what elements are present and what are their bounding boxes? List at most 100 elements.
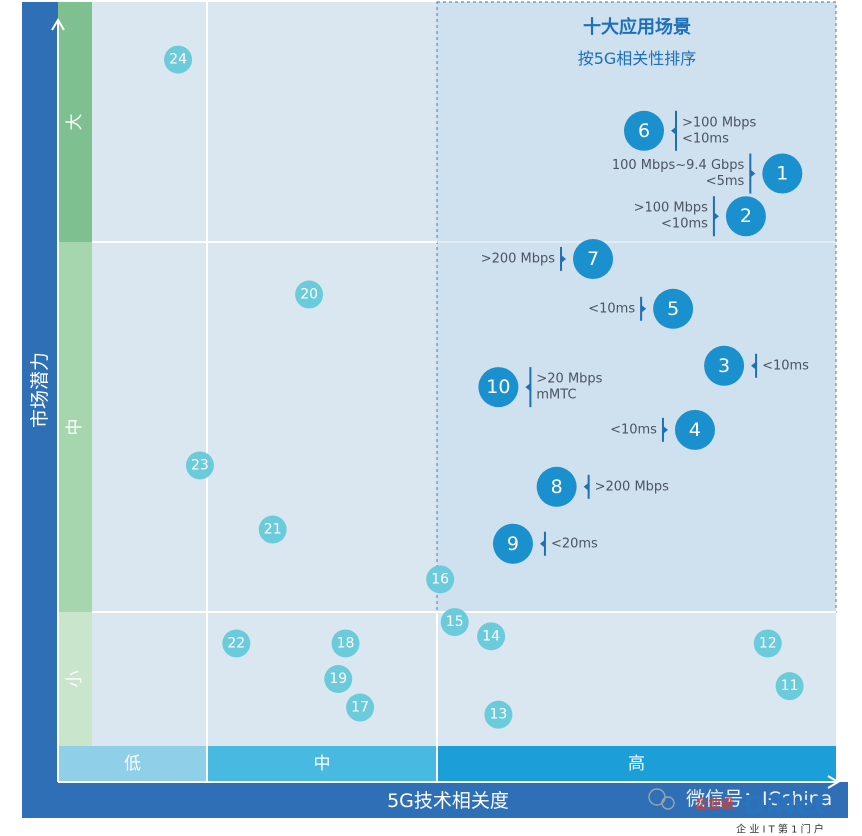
note-text: >200 Mbps xyxy=(595,479,670,494)
point-label-13: 13 xyxy=(489,707,507,723)
top-point-2 xyxy=(725,196,766,237)
point-24 xyxy=(164,45,193,74)
wechat-icon xyxy=(661,796,675,810)
note-text: mMTC xyxy=(536,388,576,403)
top-point-4 xyxy=(674,409,715,450)
point-13 xyxy=(484,700,513,729)
note-text: <10ms xyxy=(588,301,635,316)
point-11 xyxy=(775,672,804,701)
top-point-7 xyxy=(573,238,614,279)
note-pointer xyxy=(583,482,589,491)
logo-tagline: 企 业 I T 第 1 门 户 xyxy=(736,823,824,836)
note-pointer xyxy=(539,539,545,548)
note-pointer xyxy=(751,361,757,370)
top-point-9 xyxy=(492,523,533,564)
note-pointer xyxy=(713,212,719,221)
note-text: <10ms xyxy=(610,422,657,437)
point-23 xyxy=(185,451,214,480)
y-level-bar xyxy=(58,242,92,612)
y-level-bar xyxy=(58,2,92,242)
top-point-label-1: 1 xyxy=(776,163,788,185)
note-text: >100 Mbps xyxy=(682,115,757,130)
point-14 xyxy=(477,622,506,651)
x-axis-title: 5G技术相关度 xyxy=(387,790,509,812)
top-point-3 xyxy=(704,345,745,386)
top-point-label-4: 4 xyxy=(689,419,701,441)
top-ten-region xyxy=(436,1,837,613)
point-label-12: 12 xyxy=(759,635,777,651)
x-axis-arrow xyxy=(827,775,840,789)
y-axis-arrow xyxy=(51,18,65,31)
top-point-10 xyxy=(478,367,519,408)
top-point-6 xyxy=(624,110,664,151)
point-label-19: 19 xyxy=(329,671,347,687)
note-pointer xyxy=(641,304,647,313)
point-label-15: 15 xyxy=(446,614,464,630)
top-point-label-9: 9 xyxy=(507,533,519,555)
chart-title: 十大应用场景 xyxy=(583,16,691,38)
x-axis-band xyxy=(22,782,848,818)
logo-cn: 企业级 xyxy=(694,796,735,812)
x-level-bar xyxy=(437,746,836,782)
y-level-label: 中 xyxy=(65,419,85,436)
top-point-label-8: 8 xyxy=(551,476,563,498)
point-label-16: 16 xyxy=(431,571,449,587)
note-pointer xyxy=(750,169,756,178)
y-axis-title: 市场潜力 xyxy=(29,352,51,428)
note-text: 100 Mbps~9.4 Gbps xyxy=(612,158,745,173)
note-text: >200 Mbps xyxy=(481,251,556,266)
note-text: <20ms xyxy=(551,536,598,551)
y-level-label: 大 xyxy=(65,114,85,131)
note-pointer xyxy=(525,383,531,392)
wechat-icon xyxy=(648,788,666,806)
point-label-14: 14 xyxy=(482,628,500,644)
dinet-logo: DiNet xyxy=(744,791,826,821)
point-12 xyxy=(753,629,782,658)
x-level-bar xyxy=(58,746,207,782)
top-point-label-7: 7 xyxy=(587,248,599,270)
top-point-label-6: 6 xyxy=(638,120,650,142)
x-level-label: 低 xyxy=(124,754,141,774)
point-label-22: 22 xyxy=(227,635,245,651)
point-label-18: 18 xyxy=(337,635,355,651)
point-15 xyxy=(440,608,469,637)
note-text: <10ms xyxy=(762,358,809,373)
point-20 xyxy=(295,280,324,309)
note-pointer xyxy=(671,126,676,135)
top-point-label-3: 3 xyxy=(718,355,730,377)
point-label-20: 20 xyxy=(300,287,318,303)
note-text: >100 Mbps xyxy=(634,201,709,216)
point-19 xyxy=(324,665,353,694)
wechat-watermark: 微信号：ICchina xyxy=(686,788,832,810)
y-level-bar xyxy=(58,612,92,746)
point-label-23: 23 xyxy=(191,457,209,473)
note-text: >20 Mbps xyxy=(536,372,602,387)
point-16 xyxy=(426,565,455,594)
point-label-11: 11 xyxy=(781,678,799,694)
point-label-21: 21 xyxy=(264,522,282,538)
top-point-label-5: 5 xyxy=(667,298,679,320)
top-point-1 xyxy=(762,153,803,194)
x-level-bar xyxy=(207,746,437,782)
point-label-17: 17 xyxy=(351,700,369,716)
y-axis-band xyxy=(22,2,58,818)
point-21 xyxy=(258,515,287,544)
x-level-label: 高 xyxy=(628,754,645,774)
top-point-8 xyxy=(536,466,577,507)
chart-subtitle: 按5G相关性排序 xyxy=(578,49,697,68)
point-18 xyxy=(331,629,360,658)
point-22 xyxy=(222,629,251,658)
top-point-5 xyxy=(653,288,694,329)
y-level-label: 小 xyxy=(65,671,85,688)
point-17 xyxy=(346,693,375,722)
note-text: <10ms xyxy=(661,217,708,232)
note-text: <10ms xyxy=(682,131,729,146)
note-pointer xyxy=(561,254,567,263)
note-pointer xyxy=(662,425,668,434)
top-point-label-2: 2 xyxy=(740,205,752,227)
top-point-label-10: 10 xyxy=(486,376,510,398)
note-text: <5ms xyxy=(706,174,745,189)
point-label-24: 24 xyxy=(169,52,187,68)
x-level-label: 中 xyxy=(314,754,331,774)
